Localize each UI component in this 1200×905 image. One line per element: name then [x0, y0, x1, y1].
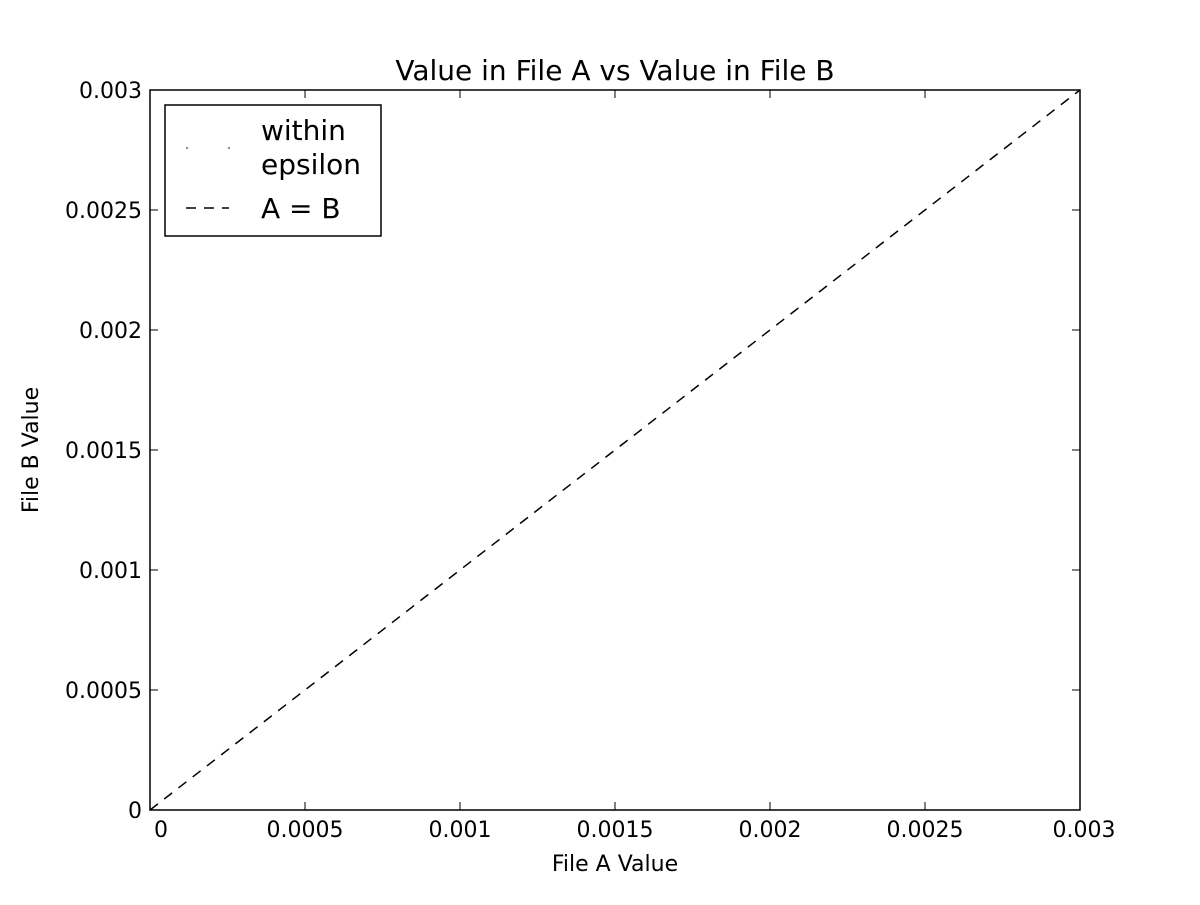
x-tick-label: 0.0025	[887, 818, 964, 843]
x-axis-ticks: 0 0.0005 0.001 0.0015 0.002 0.0025 0.003	[149, 90, 1116, 843]
y-axis-label: File B Value	[19, 387, 44, 513]
x-axis-label: File A Value	[552, 852, 678, 877]
x-tick-label: 0.001	[429, 818, 492, 843]
plot-frame	[149, 89, 1081, 811]
legend-marker-within-epsilon	[228, 147, 230, 149]
y-tick-label: 0.003	[79, 79, 142, 104]
y-tick-label: 0.002	[79, 319, 142, 344]
legend-entry-within-epsilon: within epsilon	[186, 114, 361, 181]
legend-label-a-equals-b: A = B	[261, 192, 341, 225]
x-tick-label: 0.0005	[267, 818, 344, 843]
y-tick-label: 0	[128, 799, 142, 824]
y-tick-label: 0.0015	[65, 439, 142, 464]
legend-entry-a-equals-b: A = B	[186, 192, 341, 225]
legend-label-within-line2: epsilon	[261, 148, 361, 181]
y-tick-label: 0.0005	[65, 679, 142, 704]
y-tick-label: 0.0025	[65, 199, 142, 224]
chart-title: Value in File A vs Value in File B	[395, 54, 834, 87]
legend: within epsilon A = B	[164, 104, 382, 237]
legend-marker-within-epsilon	[186, 147, 188, 149]
series-line-a-equals-b	[149, 89, 1081, 811]
series-layer	[149, 89, 1081, 811]
y-axis-ticks: 0 0.0005 0.001 0.0015 0.002 0.0025 0.003	[65, 79, 1080, 824]
x-tick-label: 0	[154, 818, 168, 843]
legend-label-within-line1: within	[261, 114, 346, 147]
x-tick-label: 0.0015	[577, 818, 654, 843]
legend-box	[164, 104, 382, 237]
y-tick-label: 0.001	[79, 559, 142, 584]
x-tick-label: 0.002	[739, 818, 802, 843]
x-tick-label: 0.003	[1053, 818, 1116, 843]
